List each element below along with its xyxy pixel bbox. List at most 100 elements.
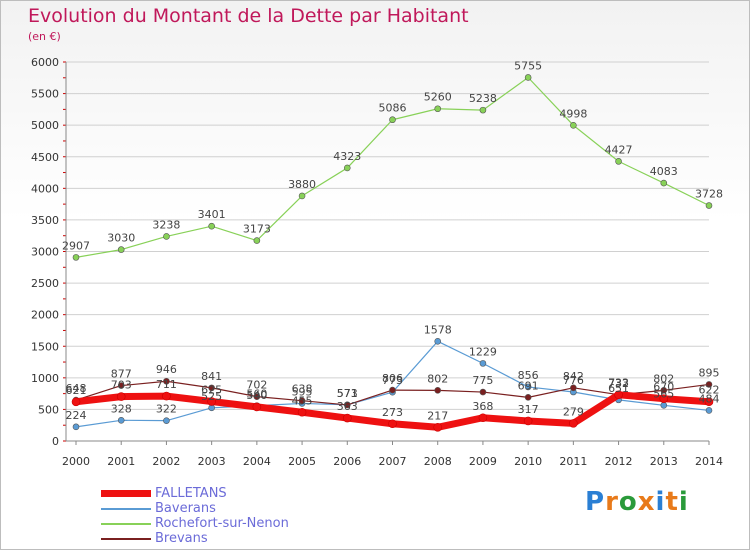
data-point xyxy=(163,233,170,240)
x-tick-label: 2007 xyxy=(379,455,407,468)
data-label: 802 xyxy=(427,372,448,385)
x-tick-label: 2014 xyxy=(695,455,723,468)
legend-item-falletans: FALLETANS xyxy=(101,486,289,501)
data-label: 595 xyxy=(292,385,313,398)
data-label: 217 xyxy=(427,409,448,422)
x-tick-label: 2009 xyxy=(469,455,497,468)
data-label: 802 xyxy=(653,372,674,385)
x-tick-label: 2004 xyxy=(243,455,271,468)
data-label: 3880 xyxy=(288,178,316,191)
chart-subtitle: (en €) xyxy=(28,30,61,43)
data-point xyxy=(389,116,396,124)
legend-label-baverans: Baverans xyxy=(155,501,216,516)
data-point xyxy=(479,106,487,114)
data-label: 3238 xyxy=(152,218,180,231)
data-point xyxy=(297,407,307,417)
data-label: 711 xyxy=(156,378,177,391)
data-point xyxy=(388,419,397,429)
x-tick-label: 2011 xyxy=(559,455,587,468)
data-point xyxy=(434,387,442,394)
data-label: 540 xyxy=(246,389,267,402)
data-point xyxy=(434,338,442,345)
data-label: 806 xyxy=(382,372,403,385)
data-label: 2907 xyxy=(62,239,90,252)
x-tick-label: 2001 xyxy=(107,455,135,468)
legend-label-rochefort: Rochefort-sur-Nenon xyxy=(155,516,289,531)
legend-label-brevans: Brevans xyxy=(155,531,208,546)
data-point xyxy=(163,417,170,424)
data-point xyxy=(163,377,170,385)
y-tick-label: 500 xyxy=(38,403,59,416)
data-point xyxy=(207,397,216,406)
data-label: 3030 xyxy=(107,232,135,245)
legend-item-brevans: Brevans xyxy=(101,531,289,546)
logo-letter: i xyxy=(678,487,689,517)
data-label: 1578 xyxy=(424,323,452,336)
y-tick-label: 5500 xyxy=(31,88,59,101)
data-label: 732 xyxy=(608,377,629,390)
data-label: 877 xyxy=(111,368,132,381)
y-tick-label: 3500 xyxy=(31,214,59,227)
line-chart: 0 500 1000 1500 2000 2500 3000 3500 4000 4500 5000… xyxy=(31,56,723,468)
data-point xyxy=(117,416,125,424)
data-point xyxy=(434,105,442,113)
data-label: 775 xyxy=(472,374,493,387)
data-label: 4998 xyxy=(559,107,587,120)
y-tick-label: 5000 xyxy=(31,119,59,132)
data-point xyxy=(524,394,532,401)
data-point xyxy=(252,402,262,412)
data-point xyxy=(208,222,215,230)
x-tick-label: 2008 xyxy=(424,455,452,468)
data-point xyxy=(524,74,532,81)
data-point xyxy=(569,419,578,428)
data-point xyxy=(570,121,577,129)
data-label: 5238 xyxy=(469,92,497,105)
logo-letter: P xyxy=(585,487,606,517)
data-point xyxy=(343,164,351,172)
data-point xyxy=(479,360,487,367)
proxiti-logo: Proxiti xyxy=(585,487,689,517)
y-tick-label: 1500 xyxy=(31,340,59,353)
y-tick-label: 4500 xyxy=(31,151,59,164)
data-point xyxy=(117,246,125,253)
data-point xyxy=(614,390,623,400)
data-point xyxy=(570,384,577,392)
x-tick-label: 2006 xyxy=(333,455,361,468)
data-point xyxy=(479,388,487,396)
data-point xyxy=(342,413,352,423)
data-label: 773 xyxy=(382,374,403,387)
logo-letter: i xyxy=(655,487,666,517)
x-tick-label: 2003 xyxy=(198,455,226,468)
x-tick-label: 2010 xyxy=(514,455,542,468)
data-label: 573 xyxy=(337,387,358,400)
data-label: 702 xyxy=(246,379,267,392)
data-point xyxy=(615,158,622,165)
data-label: 842 xyxy=(563,370,584,383)
data-point xyxy=(117,382,125,389)
data-label: 841 xyxy=(201,370,222,383)
logo-letter: o xyxy=(618,487,638,517)
data-label: 3173 xyxy=(243,223,271,236)
data-label: 776 xyxy=(563,374,584,387)
data-label: 279 xyxy=(563,405,584,418)
data-point xyxy=(253,237,261,244)
legend-item-baverans: Baverans xyxy=(101,501,289,516)
data-label: 455 xyxy=(292,394,313,407)
data-point xyxy=(705,381,713,388)
data-point xyxy=(433,422,443,432)
data-point xyxy=(208,384,215,392)
x-tick-label: 2012 xyxy=(605,455,633,468)
logo-letter: t xyxy=(665,487,679,517)
data-label: 368 xyxy=(472,400,493,413)
data-point xyxy=(659,394,669,403)
data-point xyxy=(71,397,81,407)
y-tick-label: 6000 xyxy=(31,56,59,69)
legend-swatch-falletans xyxy=(101,490,151,497)
data-point xyxy=(162,391,171,401)
data-label: 328 xyxy=(111,402,132,415)
data-point xyxy=(389,386,396,394)
data-label: 651 xyxy=(608,382,629,395)
data-point xyxy=(524,383,532,391)
data-label: 317 xyxy=(518,403,539,416)
